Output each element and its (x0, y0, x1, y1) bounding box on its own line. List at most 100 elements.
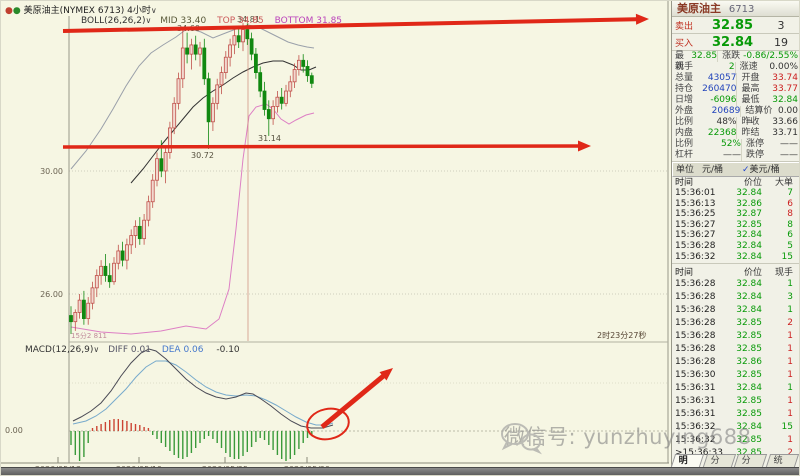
check-icon: ✓ (742, 164, 750, 175)
trade-qty: 6 (787, 230, 793, 241)
trade-row[interactable]: 15:36:13 32.86 6 (672, 198, 799, 210)
trade-price: 32.85 (736, 396, 762, 407)
quote-panel: 美原油主 6713 卖出 32.85 3 买入 32.84 19 最新 32.8… (671, 1, 799, 471)
trade-time: 15:36:28 (675, 344, 716, 355)
tab-明细[interactable]: 明细 (670, 454, 704, 475)
period-selector[interactable]: 4小时∨ (127, 6, 157, 16)
trade-price: 32.85 (736, 219, 762, 230)
chevron-down-icon[interactable]: ∨ (93, 345, 100, 354)
quote-value: 32.85 (691, 51, 718, 61)
trade-qty: 1 (787, 370, 793, 381)
trade-row[interactable]: 15:36:28 32.85 2 (672, 317, 799, 330)
trade-row[interactable]: >15:36:33 32.85 2 (672, 447, 799, 460)
quote-row: 杠杆 —— 跌停 —— (672, 150, 799, 161)
trade-price: 32.85 (736, 370, 762, 381)
trade-price: 32.84 (736, 292, 762, 303)
trade-row[interactable]: 15:36:32 32.84 15 (672, 421, 799, 434)
svg-text:34.81: 34.81 (237, 15, 260, 24)
trade-row[interactable]: 15:36:28 32.86 1 (672, 356, 799, 369)
chevron-down-icon: ∨ (150, 6, 157, 15)
quote-value: 33.74 (772, 73, 798, 83)
trade-time: 15:36:13 (675, 198, 716, 209)
trade-row[interactable]: 15:36:31 32.85 1 (672, 408, 799, 421)
svg-text:30.72: 30.72 (191, 151, 214, 160)
trade-row[interactable]: 15:36:28 32.84 3 (672, 291, 799, 304)
trade-price: 32.87 (736, 209, 762, 220)
candle-icon: ● (5, 6, 13, 16)
macd-diff-value: DIFF 0.01 (108, 345, 151, 355)
chevron-down-icon[interactable]: ∨ (145, 16, 152, 25)
trade-row[interactable]: 15:36:28 32.85 1 (672, 343, 799, 356)
unit-option-usd[interactable]: ✓美元/桶 (742, 164, 780, 175)
trade-qty: 1 (787, 279, 793, 290)
trade-price: 32.84 (736, 240, 762, 251)
quote-row: 现手 2 涨速 0.00% (672, 62, 799, 73)
unit-row: 单位 元/桶 ✓美元/桶 (672, 162, 799, 177)
trade-row[interactable]: 15:36:30 32.85 1 (672, 369, 799, 382)
bid-row[interactable]: 买入 32.84 19 (672, 34, 799, 51)
trade-row[interactable]: 15:36:25 32.87 8 (672, 209, 799, 220)
trade-time: 15:36:28 (675, 357, 716, 368)
quote-value: 33.77 (772, 84, 798, 94)
trade-row[interactable]: 15:36:27 32.84 6 (672, 230, 799, 241)
quote-value: 33.71 (772, 128, 798, 138)
tab-统计[interactable]: 统计 (765, 454, 799, 475)
trade-row[interactable]: 15:36:32 32.85 1 (672, 434, 799, 447)
quote-value: 0.00 (777, 106, 799, 116)
macd-bar-value: -0.10 (216, 345, 240, 355)
big-order-table: 时间 价位 大单 15:36:01 32.84 7 15:36:13 32.86 6 15… (672, 178, 799, 263)
quote-label: 比例 (675, 117, 694, 127)
trade-row[interactable]: 15:36:31 32.84 1 (672, 382, 799, 395)
svg-text:31.14: 31.14 (258, 134, 281, 143)
candles-layer (69, 23, 314, 334)
ask-price: 32.85 (711, 17, 754, 33)
trade-qty: 3 (787, 292, 793, 303)
quote-value: 0.00% (769, 62, 798, 72)
trade-row[interactable]: 15:36:28 32.84 5 (672, 240, 799, 252)
kline-chart[interactable]: 30.0026.000.002020/05/132020/05/192020/0… (1, 1, 669, 476)
trade-row[interactable]: 15:36:28 32.84 1 (672, 304, 799, 317)
tab-分价[interactable]: 分价 (702, 454, 736, 475)
ask-row[interactable]: 卖出 32.85 3 (672, 17, 799, 34)
quote-row: 比例 48% 昨收 33.66 (672, 117, 799, 128)
quote-value: —— (780, 139, 798, 149)
trade-qty: 5 (787, 240, 793, 251)
quote-label: 杠杆 (675, 150, 694, 160)
chart-symbol-title: 美原油主(NYMEX 6713) (23, 6, 125, 16)
boll-indicator-row: BOLL(26,26,2)∨ MID 33.40 TOP 34.85 BOTTO… (81, 16, 342, 26)
panel-tabs: 明细 分价 分笔 统计 (670, 454, 799, 475)
trade-time: 15:36:32 (675, 422, 716, 433)
indicator-residue-label: 15分2 811 (71, 332, 107, 340)
contract-code: 6713 (728, 4, 755, 15)
tab-分笔[interactable]: 分笔 (733, 454, 767, 475)
quote-value: 33.66 (772, 117, 798, 127)
trade-qty: 1 (787, 435, 793, 446)
trade-time: 15:36:28 (675, 318, 716, 329)
trade-row[interactable]: 15:36:31 32.85 1 (672, 395, 799, 408)
unit-option-cny[interactable]: 元/桶 (702, 164, 724, 175)
ask-label: 卖出 (675, 21, 694, 32)
tick-table: 时间 价位 现手 15:36:28 32.84 1 15:36:28 32.84 3 15… (672, 268, 799, 460)
quote-row: 日增 -6096 最低 32.84 (672, 95, 799, 106)
trade-qty: 1 (787, 409, 793, 420)
trade-time: 15:36:28 (675, 279, 716, 290)
quote-value: —— (723, 150, 741, 160)
trade-row[interactable]: 15:36:27 32.85 8 (672, 219, 799, 231)
bid-label: 买入 (675, 38, 694, 49)
quote-label: 比例 (675, 139, 694, 149)
trade-row[interactable]: 15:36:28 32.84 1 (672, 278, 799, 291)
trade-row[interactable]: 15:36:32 32.84 15 (672, 252, 799, 263)
table-header: 时间 价位 现手 (675, 268, 793, 279)
quote-label: 结算价= (740, 106, 778, 127)
quote-row: 持仓 260470 最高 33.77 (672, 84, 799, 95)
trade-row[interactable]: 15:36:01 32.84 7 (672, 188, 799, 199)
macd-label: MACD(12,26,9) (25, 345, 94, 355)
trade-qty: 1 (787, 305, 793, 316)
quote-value: 20689 (711, 106, 741, 116)
trade-qty: 1 (787, 383, 793, 394)
trade-row[interactable]: 15:36:28 32.85 1 (672, 330, 799, 343)
quote-row: 外盘 20689 结算价= 0.00 (672, 106, 799, 127)
annotations-layer (62, 13, 649, 441)
quote-label: 跌停 (741, 150, 779, 161)
